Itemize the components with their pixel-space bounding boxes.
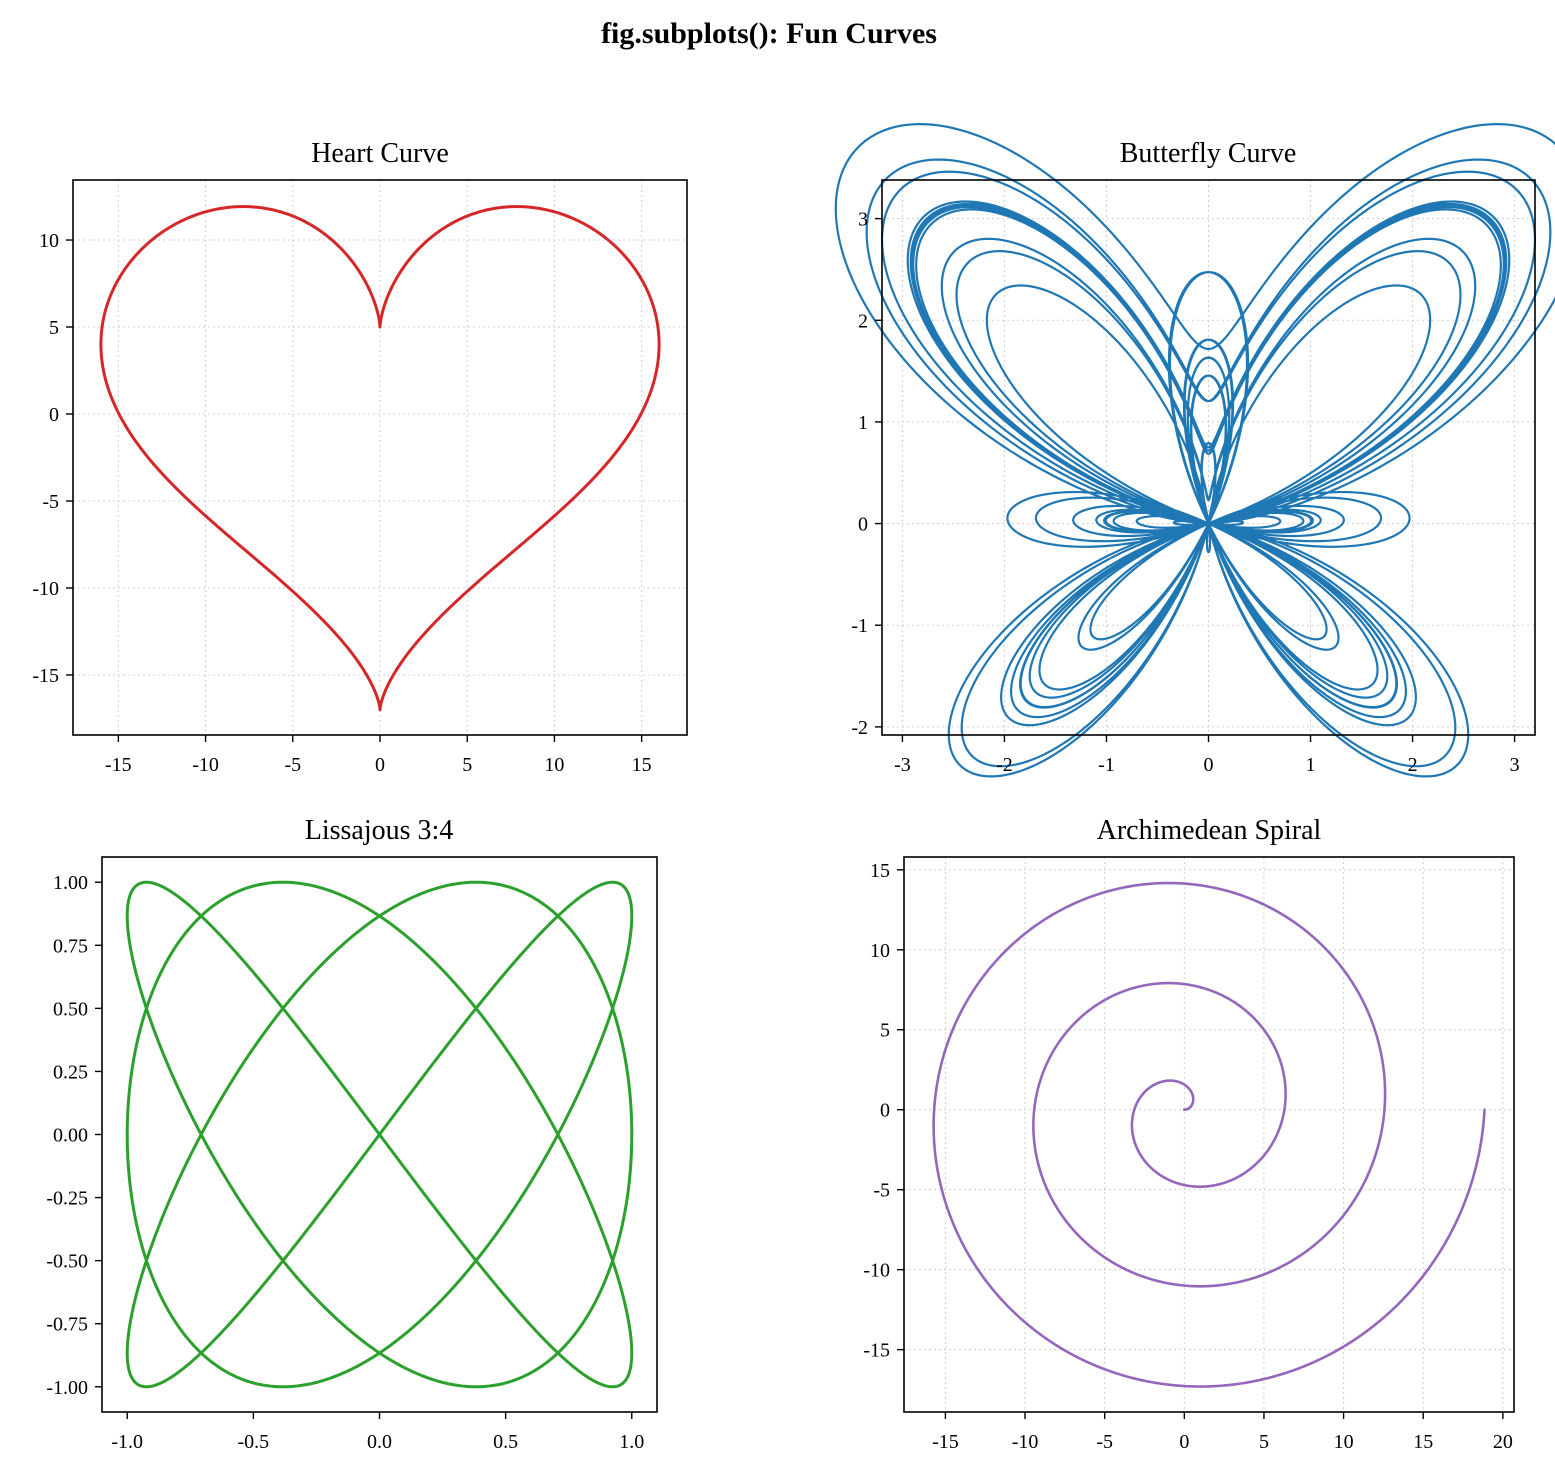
y-tick-label: 15 [870,860,890,882]
axes-lissajous: -1.0 -0.5 0.0 0.5 1.0 1.00 0.75 0.50 0.25 0.00 -0.… [46,856,658,1453]
x-tick-label: -5 [1096,1431,1113,1453]
subplot-heart: Heart Curve -15 -10 -5 0 5 10 15 10 5 0 -5 -10 -15 [32,138,688,776]
x-tick-label: -15 [105,754,132,776]
subplot-title: Butterfly Curve [1120,138,1297,169]
y-tick-label: 1.00 [53,872,88,894]
subplot-lissajous: Lissajous 3:4 -1.0 -0.5 0.0 0.5 1.0 1.00 0.75 0… [46,815,658,1453]
series-line-lissajous [125,880,634,1389]
subplot-spiral: Archimedean Spiral -15 -10 -5 0 5 10 15 20 15 10 5… [863,815,1515,1453]
y-tick-label: -15 [32,665,59,687]
x-tick-label: 15 [632,754,652,776]
x-tick-label: 1 [1306,754,1316,776]
x-tick-label: -1 [1098,754,1115,776]
x-tick-label: 3 [1510,754,1520,776]
x-tick-label: 0 [1204,754,1214,776]
x-tick-label: -1.0 [111,1431,143,1453]
y-tick-label: -0.50 [46,1251,88,1273]
x-tick-label: -2 [996,754,1013,776]
y-tick-label: 0.75 [53,935,88,957]
y-tick-label: 5 [49,317,59,339]
y-tick-label: 10 [39,230,59,252]
y-tick-label: 5 [880,1020,890,1042]
x-tick-label: 10 [544,754,564,776]
subplot-butterfly: Butterfly Curve -3 -2 -1 0 1 2 3 3 2 1 0 -1 -2 [834,123,1555,778]
y-tick-label: 3 [858,209,868,231]
axes-frame [903,856,1515,1413]
y-tick-label: 1 [858,412,868,434]
y-tick-label: 0 [49,404,59,426]
series-line-heart [99,205,661,712]
y-tick-label: 0.25 [53,1061,88,1083]
x-tick-label: 0 [1179,1431,1189,1453]
y-tick-label: 10 [870,940,890,962]
y-tick-label: -5 [42,491,59,513]
y-tick-label: -1.00 [46,1377,88,1399]
x-tick-label: 0.0 [367,1431,392,1453]
x-tick-label: -3 [894,754,911,776]
series-line-archimedean [932,881,1486,1388]
x-tick-label: -5 [284,754,301,776]
x-tick-label: -0.5 [238,1431,270,1453]
y-tick-label: -2 [851,717,868,739]
x-tick-label: 0 [375,754,385,776]
subplot-title: Heart Curve [311,138,449,169]
y-tick-label: -10 [863,1260,890,1282]
x-tick-label: -10 [192,754,219,776]
y-tick-label: -15 [863,1340,890,1362]
y-tick-label: 0 [880,1100,890,1122]
x-tick-label: 5 [462,754,472,776]
y-tick-label: -10 [32,578,59,600]
x-tick-label: -15 [932,1431,959,1453]
x-tick-label: -10 [1012,1431,1039,1453]
x-tick-label: 10 [1334,1431,1354,1453]
y-tick-label: -5 [873,1180,890,1202]
y-tick-label: -1 [851,615,868,637]
x-tick-label: 20 [1493,1431,1513,1453]
axes-spiral: -15 -10 -5 0 5 10 15 20 15 10 5 0 -5 -10 -15 [863,856,1515,1453]
x-tick-label: 1.0 [619,1431,644,1453]
subplot-title: Lissajous 3:4 [305,815,454,846]
subplot-title: Archimedean Spiral [1097,815,1322,846]
axes-heart: -15 -10 -5 0 5 10 15 10 5 0 -5 -10 -15 [32,179,688,776]
y-tick-label: 0.50 [53,998,88,1020]
x-tick-label: 15 [1413,1431,1433,1453]
x-tick-label: 5 [1259,1431,1269,1453]
x-tick-label: 0.5 [493,1431,518,1453]
y-tick-label: 0.00 [53,1125,88,1147]
y-tick-label: -0.25 [46,1188,88,1210]
series-line-butterfly [834,123,1555,778]
y-tick-label: -0.75 [46,1314,88,1336]
axes-butterfly: -3 -2 -1 0 1 2 3 3 2 1 0 -1 -2 [834,123,1555,778]
figure-title: fig.subplots(): Fun Curves [601,17,937,50]
x-tick-label: 2 [1408,754,1418,776]
y-tick-label: 0 [858,514,868,536]
y-tick-label: 2 [858,310,868,332]
